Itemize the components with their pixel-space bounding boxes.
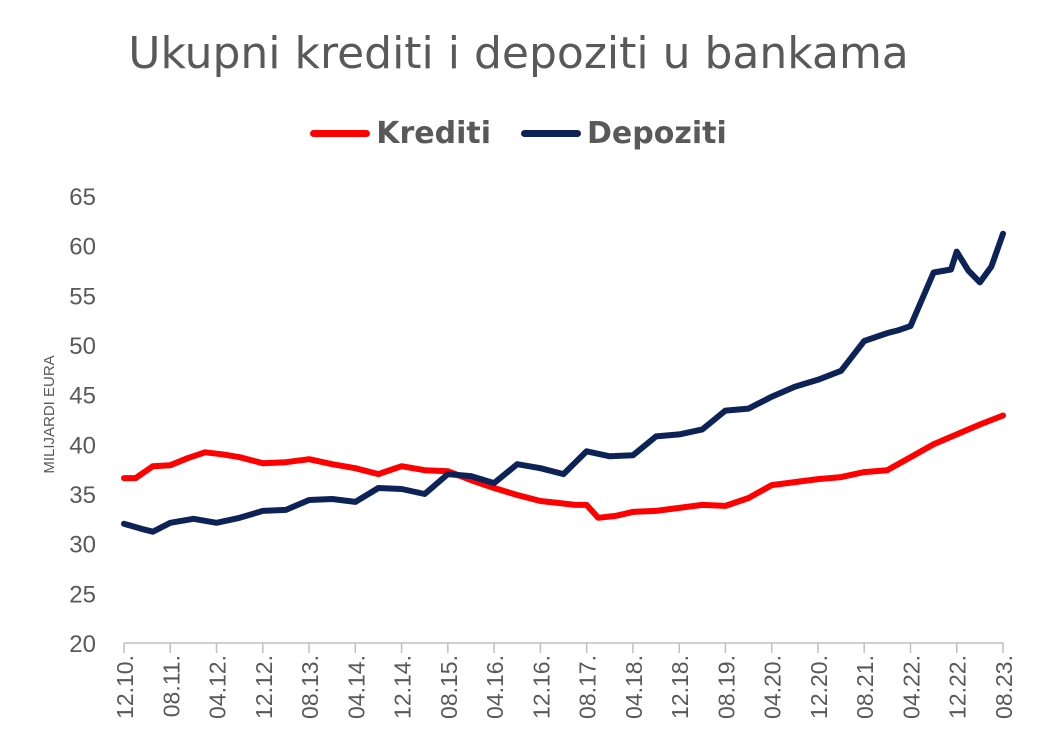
x-tick-label: 08.17. [575,655,601,719]
x-tick-label: 08.23. [991,655,1017,719]
legend-label-krediti: Krediti [376,116,492,151]
y-tick-label: 25 [69,581,96,608]
legend-item-krediti: Krediti [310,116,491,151]
legend-label-depoziti: Depoziti [587,116,727,151]
x-tick-label: 08.15. [436,655,462,719]
x-tick-label: 04.20. [760,655,786,719]
x-tick-label: 08.21. [852,655,878,719]
legend-item-depoziti: Depoziti [521,116,727,151]
y-tick-label: 40 [69,432,96,459]
x-tick-label: 12.14. [390,655,416,719]
legend-swatch-depoziti [521,130,582,137]
x-tick-label: 04.12. [205,655,231,719]
x-tick-label: 08.19. [713,655,739,719]
y-tick-label: 20 [69,631,96,658]
y-tick-label: 50 [69,333,96,360]
x-tick-label: 12.18. [667,655,693,719]
x-tick-label: 12.20. [806,655,832,719]
y-axis-label: MILIJARDI EURA [41,355,58,473]
y-tick-label: 35 [69,482,96,509]
x-tick-label: 12.22. [945,655,971,719]
y-tick-label: 45 [69,383,96,410]
x-tick-label: 12.12. [251,655,277,719]
x-tick-label: 04.22. [898,655,924,719]
chart-title: Ukupni krediti i depoziti u bankama [128,28,909,79]
x-tick-label: 04.16. [482,655,508,719]
x-tick-label: 04.14. [343,655,369,719]
y-tick-label: 60 [69,234,96,261]
y-tick-label: 30 [69,532,96,559]
series-line-depoziti [121,230,1006,535]
series-line-krediti [121,412,1006,521]
x-tick-label: 12.10. [112,655,138,719]
x-tick-label: 04.18. [621,655,647,719]
x-tick-label: 12.16. [528,655,554,719]
legend: Krediti Depoziti [0,116,1037,151]
legend-swatch-krediti [310,130,371,137]
y-tick-label: 65 [69,184,96,211]
x-tick-label: 08.11. [158,655,184,717]
x-tick-label: 08.13. [297,655,323,719]
y-tick-label: 55 [69,283,96,310]
